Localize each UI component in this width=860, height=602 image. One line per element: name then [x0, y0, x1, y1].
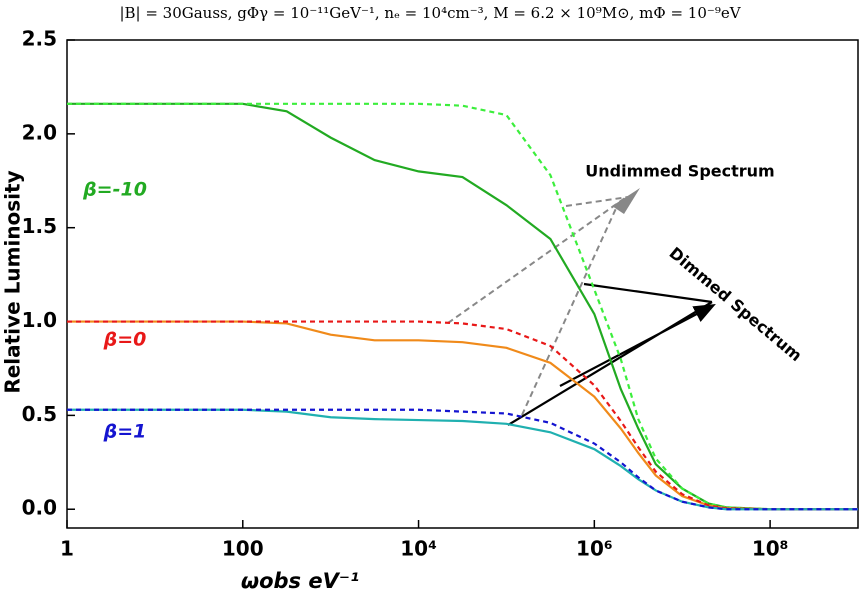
x-tick-label: 1: [60, 537, 74, 561]
y-tick-label: 1.0: [22, 308, 57, 332]
y-tick-label: 2.5: [22, 27, 57, 51]
series-label: β=0: [103, 329, 147, 351]
x-tick-label: 10⁴: [400, 537, 437, 561]
y-axis-label: Relative Luminosity: [1, 170, 25, 393]
y-tick-label: 2.0: [22, 120, 57, 144]
x-axis-label: ωobs eV⁻¹: [241, 569, 359, 593]
dimmed-arrow: [507, 282, 712, 426]
y-tick-label: 1.5: [22, 214, 57, 238]
annotation: Dimmed Spectrum: [666, 243, 806, 365]
series-line: [67, 408, 858, 511]
series-label: β=-10: [82, 179, 147, 201]
series-line: [67, 408, 858, 511]
series-label: β=1: [103, 421, 147, 443]
y-tick-label: 0.0: [22, 496, 57, 520]
chart-title: |B| = 30Gauss, gΦγ = 10⁻¹¹GeV⁻¹, nₑ = 10…: [119, 4, 741, 22]
x-tick-label: 10⁶: [576, 537, 613, 561]
plot-frame: [66, 39, 859, 529]
x-tick-label: 10⁸: [752, 537, 789, 561]
series-line: [67, 320, 858, 511]
arrows: [447, 188, 712, 426]
series-line: [67, 102, 858, 511]
y-tick-label: 0.5: [22, 402, 57, 426]
undimmed-arrow: [447, 196, 629, 416]
arrow-head: [612, 188, 640, 214]
x-tick-label: 100: [222, 537, 264, 561]
series-line: [67, 320, 858, 511]
series-line: [67, 102, 858, 511]
annotation: Undimmed Spectrum: [585, 162, 774, 181]
